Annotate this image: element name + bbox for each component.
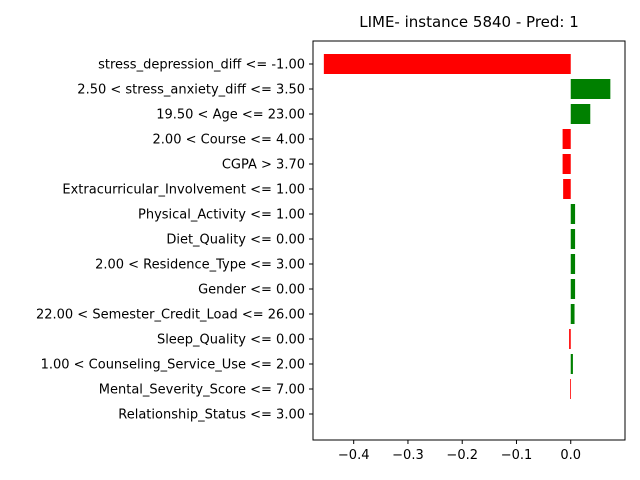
bar-11 [569,329,571,349]
y-tick-label-1: 2.50 < stress_anxiety_diff <= 3.50 [77,83,305,98]
y-tick-label-8: 2.00 < Residence_Type <= 3.00 [95,258,305,273]
y-tick-label-14: Relationship_Status <= 3.00 [118,408,305,423]
bar-6 [570,204,576,224]
x-axis-ticks: −0.4 −0.3 −0.2 −0.1 0.0 [338,440,581,463]
y-tick-label-6: Physical_Activity <= 1.00 [138,208,305,223]
bar-4 [562,154,571,174]
bar-7 [570,229,576,249]
bar-13 [570,379,571,399]
y-tick-label-11: Sleep_Quality <= 0.00 [157,333,305,348]
y-tick-label-7: Diet_Quality <= 0.00 [166,233,305,248]
y-tick-label-5: Extracurricular_Involvement <= 1.00 [62,183,305,198]
y-tick-label-4: CGPA > 3.70 [222,158,305,173]
y-tick-label-12: 1.00 < Counseling_Service_Use <= 2.00 [41,358,305,373]
bar-9 [570,279,576,299]
y-tick-label-13: Mental_Severity_Score <= 7.00 [99,383,305,398]
bar-1 [570,79,611,99]
y-tick-label-2: 19.50 < Age <= 23.00 [156,108,305,123]
x-tick-label-4: 0.0 [560,448,581,463]
x-tick-label-0: −0.4 [338,448,370,463]
bar-5 [563,179,571,199]
x-tick-label-2: −0.2 [446,448,478,463]
x-tick-label-3: −0.1 [501,448,533,463]
y-tick-label-3: 2.00 < Course <= 4.00 [153,133,305,148]
y-tick-label-9: Gender <= 0.00 [198,283,305,298]
bar-12 [570,354,573,374]
x-tick-label-1: −0.3 [392,448,424,463]
bars-group [323,54,611,399]
bar-10 [570,304,575,324]
plot-frame [312,40,626,441]
bar-0 [323,54,571,74]
chart-title: LIME- instance 5840 - Pred: 1 [359,13,579,31]
y-axis-ticks: stress_depression_diff <= -1.00 2.50 < st… [36,58,313,423]
y-tick-label-0: stress_depression_diff <= -1.00 [98,58,305,73]
y-tick-label-10: 22.00 < Semester_Credit_Load <= 26.00 [36,308,305,323]
bar-3 [562,129,571,149]
bar-8 [570,254,576,274]
bar-2 [570,104,591,124]
